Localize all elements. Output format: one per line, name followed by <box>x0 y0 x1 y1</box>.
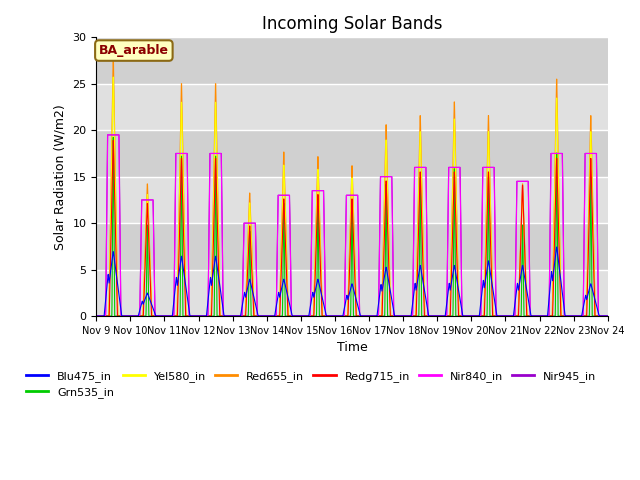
Yel580_in <box>151 313 159 319</box>
Nir945_in <box>181 151 189 156</box>
Yel580_in <box>594 313 602 319</box>
Blu475_in <box>604 313 612 319</box>
Yel580_in <box>92 313 100 319</box>
Red655_in <box>311 267 319 273</box>
Y-axis label: Solar Radiation (W/m2): Solar Radiation (W/m2) <box>54 104 67 250</box>
Nir840_in <box>289 313 296 319</box>
Legend: Blu475_in, Grn535_in, Yel580_in, Red655_in, Redg715_in, Nir840_in, Nir945_in: Blu475_in, Grn535_in, Yel580_in, Red655_… <box>22 366 601 402</box>
Blu475_in <box>151 310 159 315</box>
Nir840_in <box>604 313 612 319</box>
Yel580_in <box>289 313 296 319</box>
Line: Nir945_in: Nir945_in <box>96 135 608 316</box>
Grn535_in <box>181 313 189 319</box>
Red655_in <box>109 53 117 59</box>
Blu475_in <box>289 313 296 319</box>
Line: Blu475_in: Blu475_in <box>96 247 608 316</box>
Blu475_in <box>311 290 319 296</box>
Bar <box>96 177 608 223</box>
Nir945_in <box>539 313 547 319</box>
Nir945_in <box>604 313 612 319</box>
Red655_in <box>92 313 100 319</box>
Redg715_in <box>181 297 189 303</box>
Nir945_in <box>311 188 319 193</box>
Yel580_in <box>604 313 612 319</box>
X-axis label: Time: Time <box>337 341 367 354</box>
Yel580_in <box>109 74 117 80</box>
Bar <box>96 130 608 177</box>
Bar <box>96 84 608 130</box>
Red655_in <box>181 273 189 279</box>
Blu475_in <box>553 244 561 250</box>
Redg715_in <box>594 313 602 319</box>
Yel580_in <box>311 271 319 276</box>
Line: Grn535_in: Grn535_in <box>96 137 608 316</box>
Grn535_in <box>594 313 602 319</box>
Redg715_in <box>539 313 547 319</box>
Nir840_in <box>151 301 159 307</box>
Nir840_in <box>104 132 111 138</box>
Grn535_in <box>311 313 319 319</box>
Title: Incoming Solar Bands: Incoming Solar Bands <box>262 15 442 33</box>
Red655_in <box>289 313 296 319</box>
Bar <box>96 37 608 84</box>
Redg715_in <box>92 313 100 319</box>
Bar <box>96 270 608 316</box>
Nir840_in <box>594 269 602 275</box>
Yel580_in <box>539 313 547 319</box>
Red655_in <box>151 313 159 319</box>
Red655_in <box>594 313 602 319</box>
Grn535_in <box>151 313 159 319</box>
Redg715_in <box>151 313 159 319</box>
Line: Yel580_in: Yel580_in <box>96 77 608 316</box>
Line: Red655_in: Red655_in <box>96 56 608 316</box>
Redg715_in <box>109 138 117 144</box>
Line: Nir840_in: Nir840_in <box>96 135 608 316</box>
Bar <box>96 223 608 270</box>
Grn535_in <box>604 313 612 319</box>
Nir945_in <box>151 300 159 305</box>
Redg715_in <box>311 285 319 291</box>
Nir945_in <box>92 313 100 319</box>
Nir945_in <box>289 313 296 319</box>
Blu475_in <box>539 313 547 319</box>
Redg715_in <box>604 313 612 319</box>
Blu475_in <box>594 308 602 313</box>
Line: Redg715_in: Redg715_in <box>96 141 608 316</box>
Nir840_in <box>539 313 547 319</box>
Grn535_in <box>109 134 117 140</box>
Nir945_in <box>104 132 111 138</box>
Redg715_in <box>289 313 296 319</box>
Text: BA_arable: BA_arable <box>99 44 169 57</box>
Grn535_in <box>92 313 100 319</box>
Nir840_in <box>181 151 189 156</box>
Blu475_in <box>181 277 189 283</box>
Grn535_in <box>289 313 296 319</box>
Red655_in <box>604 313 612 319</box>
Grn535_in <box>539 313 547 319</box>
Nir945_in <box>594 264 602 270</box>
Yel580_in <box>181 276 189 282</box>
Nir840_in <box>92 313 100 319</box>
Blu475_in <box>92 313 100 319</box>
Nir840_in <box>311 188 319 193</box>
Red655_in <box>539 313 547 319</box>
